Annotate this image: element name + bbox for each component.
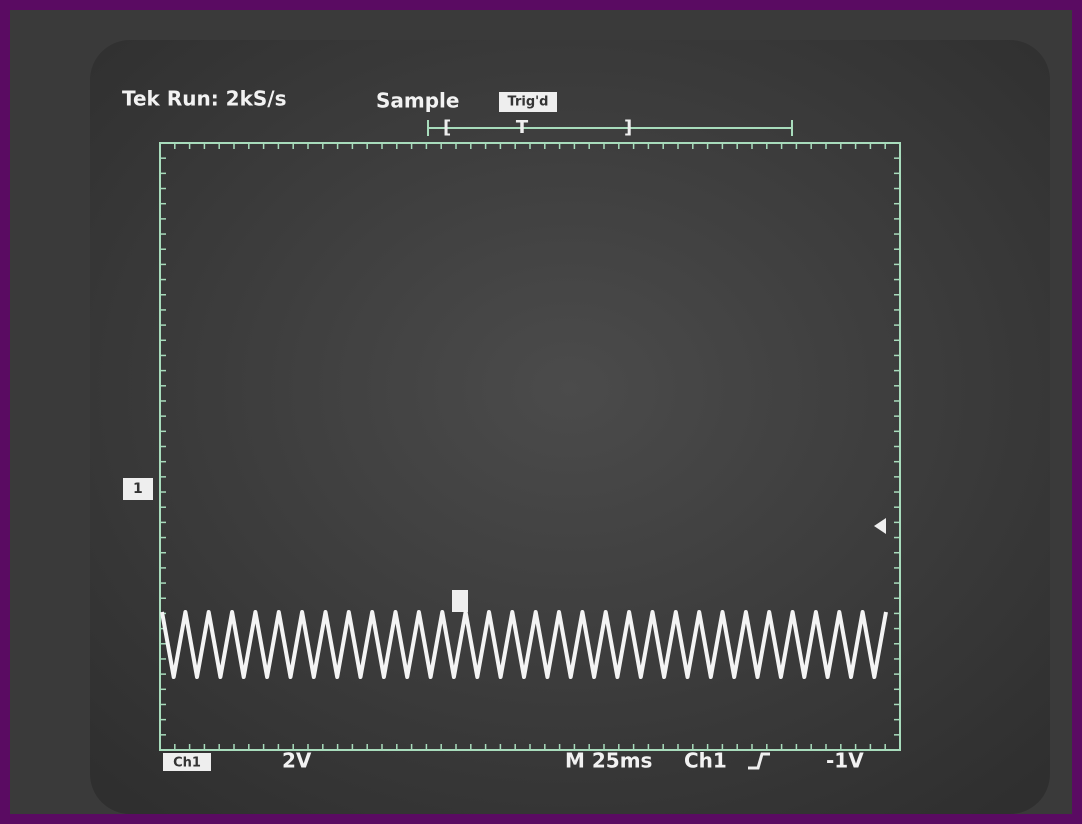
trigger-source: Ch1 — [684, 749, 727, 773]
trigger-level: -1V — [826, 749, 864, 773]
channel-label: Ch1 — [173, 756, 201, 771]
status-text: Tek Run: 2kS/s — [122, 87, 286, 111]
channel-marker: 1 — [133, 481, 143, 497]
timebase: M 25ms — [565, 749, 652, 773]
screen — [90, 40, 1050, 814]
window-bracket: [ — [443, 117, 451, 138]
mode-text: Sample — [376, 89, 459, 113]
volts-per-div: 2V — [282, 749, 312, 773]
window-bracket: ] — [624, 117, 632, 138]
oscilloscope-photo: [ ] Tek Run: 2kS/s Sample Trig'd T 1 Ch1… — [0, 0, 1082, 824]
trigger-marker: T — [516, 117, 529, 138]
trigger-state: Trig'd — [508, 95, 549, 110]
page: [ ] Tek Run: 2kS/s Sample Trig'd T 1 Ch1… — [0, 0, 1082, 824]
trigger-point-marker — [452, 590, 468, 612]
